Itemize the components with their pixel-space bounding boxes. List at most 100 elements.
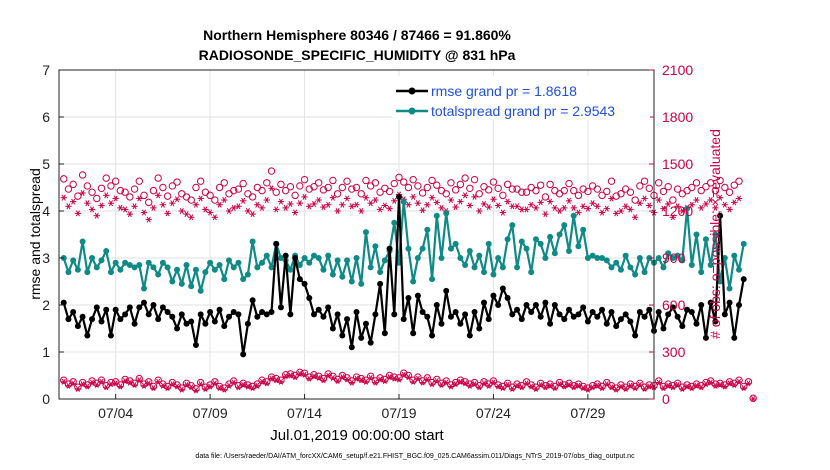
obs-low-evaluated-point: [65, 382, 72, 389]
x-tick-label: 07/29: [570, 405, 605, 421]
obs-possible-point: [168, 182, 177, 190]
obs-low-evaluated-point: [409, 378, 417, 385]
obs-evaluated-point: [575, 209, 582, 216]
rmse-point: [556, 311, 563, 318]
obs-low-possible-point: [725, 378, 734, 386]
totalspread-point: [103, 247, 110, 254]
legend-totalspread-marker: [408, 107, 416, 115]
rmse-point: [329, 325, 336, 332]
y-right-tick-label: 2100: [662, 62, 693, 78]
obs-low-evaluated-point: [726, 380, 733, 387]
totalspread-point: [410, 278, 417, 285]
totalspread-point: [320, 266, 327, 273]
obs-possible-point: [305, 185, 313, 193]
obs-low-possible-point: [673, 379, 682, 388]
obs-low-evaluated-point: [537, 381, 544, 388]
obs-evaluated-point: [121, 206, 129, 213]
totalspread-point: [740, 240, 747, 247]
obs-low-evaluated-point: [216, 385, 223, 392]
obs-low-possible-point: [664, 380, 672, 388]
obs-low-possible-point: [319, 374, 328, 383]
obs-possible-point: [442, 190, 450, 198]
rmse-point: [429, 332, 436, 339]
obs-evaluated-point: [433, 199, 440, 206]
obs-evaluated-point: [154, 192, 162, 199]
obs-evaluated-point: [98, 202, 105, 209]
totalspread-point: [358, 280, 365, 287]
obs-possible-point: [603, 187, 611, 196]
obs-low-evaluated-point: [296, 370, 304, 377]
obs-low-evaluated-point: [145, 380, 152, 387]
obs-low-evaluated-point: [362, 378, 370, 385]
totalspread-point: [249, 238, 256, 245]
totalspread-point: [325, 252, 332, 259]
obs-low-possible-point: [513, 380, 521, 388]
obs-possible-point: [263, 179, 271, 187]
totalspread-point: [391, 219, 398, 226]
obs-low-evaluated-point: [79, 381, 86, 388]
obs-evaluated-point: [452, 204, 459, 211]
totalspread-point: [575, 243, 582, 250]
obs-low-evaluated-point: [169, 381, 176, 388]
obs-low-possible-point: [258, 376, 266, 384]
totalspread-point: [424, 226, 431, 233]
obs-low-evaluated-point: [598, 385, 606, 392]
obs-possible-point: [178, 190, 186, 198]
obs-evaluated-point: [197, 195, 204, 202]
totalspread-point: [254, 264, 261, 271]
obs-possible-point: [730, 181, 738, 189]
obs-low-evaluated-point: [103, 384, 110, 391]
obs-evaluated-point: [334, 207, 341, 215]
axes: 0 1 2 3 4 5 6 7 0 300 600 900 1200 1500 1800 2100 07/04 0…: [42, 62, 693, 421]
totalspread-point: [660, 264, 667, 271]
x-tick-label: 07/04: [98, 405, 133, 421]
obs-low-evaluated-point: [254, 382, 261, 389]
obs-evaluated-point: [254, 201, 261, 208]
obs-possible-point: [111, 177, 120, 185]
rmse-point: [112, 306, 119, 313]
x-tick-label: 07/14: [287, 405, 322, 421]
rmse-point: [377, 280, 384, 287]
y-right-tick-label: 0: [662, 391, 670, 407]
totalspread-point: [471, 264, 478, 271]
obs-low-evaluated-point: [627, 382, 634, 389]
rmse-point: [183, 320, 190, 327]
obs-low-possible-point: [536, 379, 545, 388]
obs-low-possible-point: [121, 375, 129, 384]
obs-possible-point: [381, 184, 389, 192]
obs-low-evaluated-point: [136, 377, 143, 384]
obs-evaluated-point: [414, 200, 422, 207]
obs-evaluated-point: [712, 204, 719, 211]
rmse-point: [391, 311, 398, 318]
y-right-tick-label: 1800: [662, 109, 693, 125]
obs-low-possible-point: [659, 382, 668, 391]
obs-possible-point: [69, 180, 77, 189]
totalspread-point: [112, 259, 119, 266]
totalspread-point: [566, 247, 572, 254]
obs-low-evaluated-point: [698, 384, 705, 391]
obs-possible-point: [598, 191, 606, 200]
totalspread-point: [117, 266, 124, 273]
obs-low-evaluated-point: [376, 376, 384, 383]
obs-evaluated-point: [244, 207, 252, 215]
obs-evaluated-point: [641, 195, 648, 202]
obs-possible-point: [485, 186, 493, 194]
obs-possible-point: [83, 182, 92, 190]
obs-evaluated-point: [409, 193, 417, 200]
obs-possible-point: [414, 182, 422, 190]
rmse-point: [679, 323, 686, 330]
rmse-point: [603, 320, 610, 327]
rmse-point: [344, 316, 351, 323]
totalspread-point: [348, 278, 355, 285]
rmse-point: [192, 341, 199, 348]
obs-possible-point: [215, 183, 224, 192]
obs-evaluated-point: [117, 204, 124, 211]
obs-low-evaluated-point: [206, 383, 214, 390]
obs-low-possible-point: [527, 381, 535, 389]
obs-possible-point: [187, 196, 195, 204]
legend-rmse-marker: [408, 87, 416, 95]
obs-possible-point: [404, 183, 413, 192]
obs-evaluated-point: [131, 203, 138, 210]
obs-evaluated-point: [277, 198, 285, 205]
obs-low-series: [60, 368, 757, 403]
